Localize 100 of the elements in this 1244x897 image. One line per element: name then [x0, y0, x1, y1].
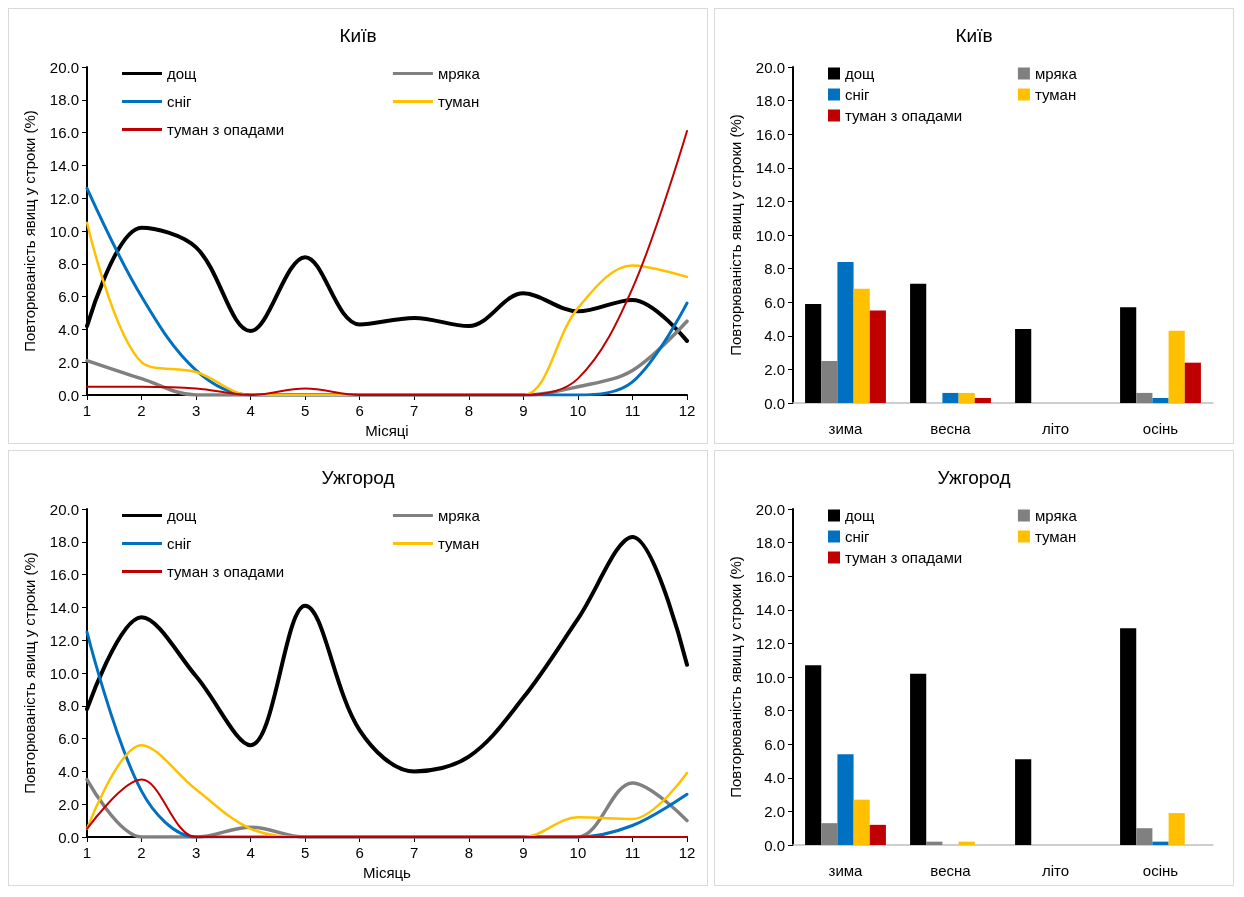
x-tick-label: 3: [191, 402, 201, 419]
y-tick-label: 20.0: [755, 58, 785, 76]
x-tick-label: 7: [410, 402, 419, 419]
x-tick-label: 1: [82, 402, 92, 419]
x-tick-label: 7: [410, 844, 419, 861]
x-tick-label: весна: [930, 420, 972, 437]
legend-label: туман з опадами: [167, 121, 285, 138]
y-tick-label: 16.0: [49, 566, 79, 584]
x-tick-label: зима: [828, 420, 864, 437]
y-tick-label: 12.0: [755, 634, 785, 652]
y-tick-label: 4.0: [764, 769, 785, 787]
x-tick-label: 11: [624, 402, 641, 419]
x-tick-label: 12: [678, 844, 696, 861]
y-tick-label: 2.0: [58, 353, 79, 371]
x-tick-label: 8: [464, 844, 473, 861]
x-tick-label: 10: [569, 402, 587, 419]
legend-label: туман з опадами: [845, 107, 963, 124]
y-tick-label: 14.0: [755, 601, 785, 619]
chart-title: Ужгород: [321, 467, 395, 488]
y-tick-label: 12.0: [49, 631, 79, 649]
x-tick-label: літо: [1041, 862, 1070, 879]
x-tick-label: 11: [624, 844, 641, 861]
y-tick-label: 4.0: [58, 320, 79, 338]
y-tick-label: 4.0: [764, 327, 785, 345]
y-tick-label: 16.0: [49, 124, 79, 142]
y-tick-label: 14.0: [49, 156, 79, 174]
x-tick-label: 6: [355, 844, 364, 861]
y-tick-label: 10.0: [755, 668, 785, 686]
x-tick-label: 6: [355, 402, 364, 419]
legend-label: сніг: [845, 528, 871, 545]
y-tick-label: 20.0: [755, 500, 785, 518]
legend-label: туман з опадами: [845, 549, 963, 566]
x-tick-label: 2: [137, 844, 146, 861]
y-tick-label: 16.0: [755, 567, 785, 585]
y-axis-title: Повторюваність явищ у строки (%): [727, 556, 744, 798]
y-tick-label: 16.0: [755, 125, 785, 143]
y-tick-label: 6.0: [58, 730, 79, 748]
y-tick-label: 6.0: [764, 293, 785, 311]
y-tick-label: 6.0: [764, 735, 785, 753]
x-tick-label: 9: [519, 844, 528, 861]
legend-label: сніг: [845, 86, 871, 103]
x-tick-label: 4: [246, 844, 255, 861]
legend-label: туман: [1034, 86, 1077, 103]
y-tick-label: 20.0: [49, 58, 79, 76]
x-tick-label: 5: [301, 844, 310, 861]
y-tick-label: 4.0: [58, 762, 79, 780]
legend-label: туман з опадами: [167, 563, 285, 580]
x-tick-label: 1: [82, 844, 92, 861]
x-tick-label: 10: [569, 844, 587, 861]
x-tick-label: весна: [930, 862, 972, 879]
y-tick-label: 10.0: [755, 226, 785, 244]
y-tick-label: 18.0: [755, 92, 785, 110]
legend-label: мряка: [437, 65, 481, 82]
y-axis-title: Повторюваність явищ у строки (%): [21, 552, 38, 794]
y-tick-label: 8.0: [764, 260, 785, 278]
x-tick-label: 3: [191, 844, 201, 861]
x-axis-title: Місяць: [363, 863, 412, 881]
y-tick-label: 0.0: [764, 394, 785, 412]
x-tick-label: осінь: [1142, 862, 1179, 879]
legend-label: туман: [1034, 528, 1077, 545]
y-tick-label: 2.0: [764, 360, 785, 378]
y-tick-label: 0.0: [58, 386, 79, 404]
y-tick-label: 0.0: [764, 836, 785, 854]
y-tick-label: 8.0: [764, 702, 785, 720]
x-tick-label: 2: [137, 402, 146, 419]
x-tick-label: 12: [678, 402, 696, 419]
x-tick-label: 9: [519, 402, 528, 419]
y-tick-label: 18.0: [49, 91, 79, 109]
y-tick-label: 12.0: [49, 189, 79, 207]
y-axis-title: Повторюваність явищ у строки (%): [727, 114, 744, 356]
y-tick-label: 2.0: [764, 802, 785, 820]
y-tick-label: 12.0: [755, 192, 785, 210]
y-tick-label: 14.0: [49, 598, 79, 616]
legend-label: дощ: [167, 65, 197, 82]
x-tick-label: 8: [464, 402, 473, 419]
legend-label: мряка: [437, 507, 481, 524]
y-tick-label: 14.0: [755, 159, 785, 177]
y-tick-label: 2.0: [58, 795, 79, 813]
legend-label: туман: [437, 93, 480, 110]
y-axis-title: Повторюваність явищ у строки (%): [21, 110, 38, 352]
y-tick-label: 10.0: [49, 222, 79, 240]
chart-title: Ужгород: [937, 467, 1011, 488]
y-tick-label: 18.0: [755, 534, 785, 552]
x-tick-label: осінь: [1142, 420, 1179, 437]
chart-title: Київ: [339, 25, 377, 46]
y-tick-label: 18.0: [49, 533, 79, 551]
x-tick-label: зима: [828, 862, 864, 879]
legend-label: дощ: [167, 507, 197, 524]
y-tick-label: 10.0: [49, 664, 79, 682]
legend-label: туман: [437, 535, 480, 552]
legend-label: сніг: [167, 535, 193, 552]
legend-label: дощ: [845, 65, 875, 82]
legend-label: мряка: [1034, 507, 1078, 524]
y-tick-label: 8.0: [58, 255, 79, 273]
legend-label: мряка: [1034, 65, 1078, 82]
chart-title: Київ: [955, 25, 993, 46]
legend-label: дощ: [845, 507, 875, 524]
y-tick-label: 6.0: [58, 288, 79, 306]
legend-label: сніг: [167, 93, 193, 110]
x-axis-title: Місяці: [365, 421, 409, 439]
